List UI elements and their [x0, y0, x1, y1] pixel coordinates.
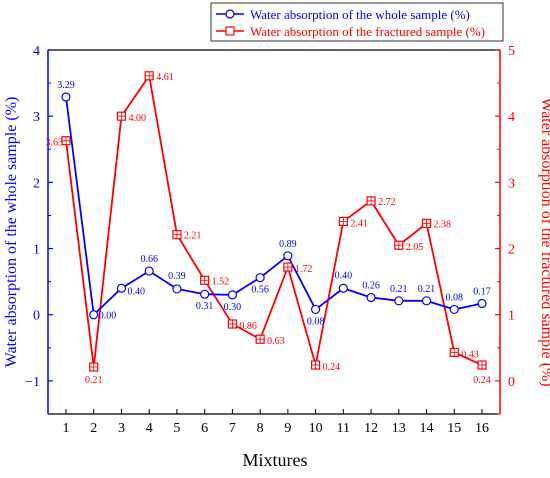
fractured-data-label: 0.63 [267, 336, 285, 347]
fractured-data-label: 1.72 [295, 264, 313, 275]
fractured-data-label: 2.41 [350, 218, 368, 229]
left-y-tick-label: 2 [33, 176, 40, 191]
fractured-data-label: 1.52 [212, 276, 230, 287]
legend-box [210, 2, 504, 42]
fractured-data-label: 2.38 [434, 219, 452, 230]
fractured-data-label: 0.24 [323, 362, 341, 373]
x-tick-label: 7 [229, 421, 236, 436]
x-tick-label: 8 [257, 421, 264, 436]
x-tick-label: 12 [364, 421, 378, 436]
x-tick-label: 1 [63, 421, 70, 436]
whole-point [89, 310, 99, 320]
whole-data-label: 0.89 [279, 239, 297, 250]
whole-point [172, 284, 182, 294]
left-y-tick-label: 0 [33, 309, 40, 324]
whole-data-label: 0.56 [251, 285, 269, 296]
x-tick-label: 4 [146, 421, 153, 436]
x-tick-label: 15 [447, 421, 461, 436]
whole-data-label: 0.40 [127, 286, 145, 297]
left-y-axis-title: Water absorption of the whole sample (%) [3, 97, 20, 368]
right-y-tick-label: 0 [508, 375, 515, 390]
right-y-tick-label: 1 [508, 309, 515, 324]
whole-data-label: 0.40 [335, 270, 353, 281]
whole-point [200, 289, 210, 299]
x-tick-label: 5 [173, 421, 180, 436]
legend-label-fractured: Water absorption of the fractured sample… [250, 24, 485, 39]
whole-point [421, 296, 432, 306]
x-tick-label: 9 [284, 421, 291, 436]
fractured-data-label: 2.21 [184, 231, 202, 242]
whole-data-label: 0.30 [224, 302, 242, 313]
fractured-data-label: 3.63 [46, 138, 64, 149]
right-y-tick-label: 3 [508, 176, 515, 191]
left-y-tick-label: 1 [33, 243, 40, 258]
whole-point [366, 292, 376, 303]
x-tick-label: 11 [337, 421, 350, 436]
whole-point [116, 283, 127, 293]
right-y-axis-title: Water absorption of the fractured sample… [538, 97, 550, 386]
x-tick-label: 13 [392, 421, 406, 436]
x-tick-label: 16 [475, 421, 489, 436]
x-tick-label: 3 [118, 421, 125, 436]
whole-point [144, 266, 154, 276]
legend-label-whole: Water absorption of the whole sample (%) [250, 7, 470, 22]
whole-point [255, 273, 265, 283]
fractured-data-label: 0.21 [85, 375, 103, 386]
right-y-tick-label: 2 [508, 243, 515, 258]
whole-data-label: 0.17 [473, 286, 491, 297]
whole-data-label: 0.66 [140, 254, 158, 265]
whole-data-label: 0.21 [390, 284, 408, 295]
left-y-tick-label: 4 [33, 44, 40, 59]
whole-data-label: 0.39 [168, 271, 186, 282]
legend-marker-fractured [225, 26, 235, 36]
fractured-series-line [65, 73, 483, 368]
right-y-tick-label: 4 [508, 110, 515, 125]
whole-data-label: 0.08 [446, 292, 464, 303]
x-tick-label: 14 [420, 421, 434, 436]
whole-point [449, 304, 459, 315]
whole-point [61, 92, 71, 102]
whole-point [227, 290, 237, 300]
fractured-data-label: 2.05 [406, 242, 424, 253]
fractured-data-label: 2.72 [378, 197, 396, 208]
x-tick-label: 2 [90, 421, 97, 436]
left-y-tick-label: 3 [33, 110, 40, 125]
x-tick-label: 10 [309, 421, 323, 436]
whole-point [311, 304, 321, 315]
legend-marker-whole [225, 9, 235, 19]
whole-point [338, 283, 348, 293]
x-tick-label: 6 [201, 421, 208, 436]
fractured-data-label: 0.24 [473, 375, 491, 386]
whole-series-line [65, 96, 483, 317]
fractured-data-label: 4.61 [156, 72, 174, 83]
fractured-data-label: 0.43 [461, 349, 479, 360]
whole-data-label: 3.29 [57, 80, 75, 91]
fractured-data-label: 4.00 [128, 113, 146, 124]
x-axis-title: Mixtures [243, 450, 308, 470]
fractured-data-label: 0.86 [239, 321, 257, 332]
whole-point [283, 251, 293, 261]
whole-data-label: 0.21 [418, 284, 436, 295]
whole-data-label: 0.08 [307, 316, 325, 327]
left-y-tick-label: −1 [25, 375, 40, 390]
whole-point [477, 298, 487, 309]
whole-data-label: 0.26 [362, 281, 380, 292]
whole-data-label: 0.31 [196, 301, 214, 312]
whole-point [394, 296, 404, 306]
whole-data-label: 0.00 [99, 311, 117, 322]
right-y-tick-label: 5 [508, 44, 515, 59]
